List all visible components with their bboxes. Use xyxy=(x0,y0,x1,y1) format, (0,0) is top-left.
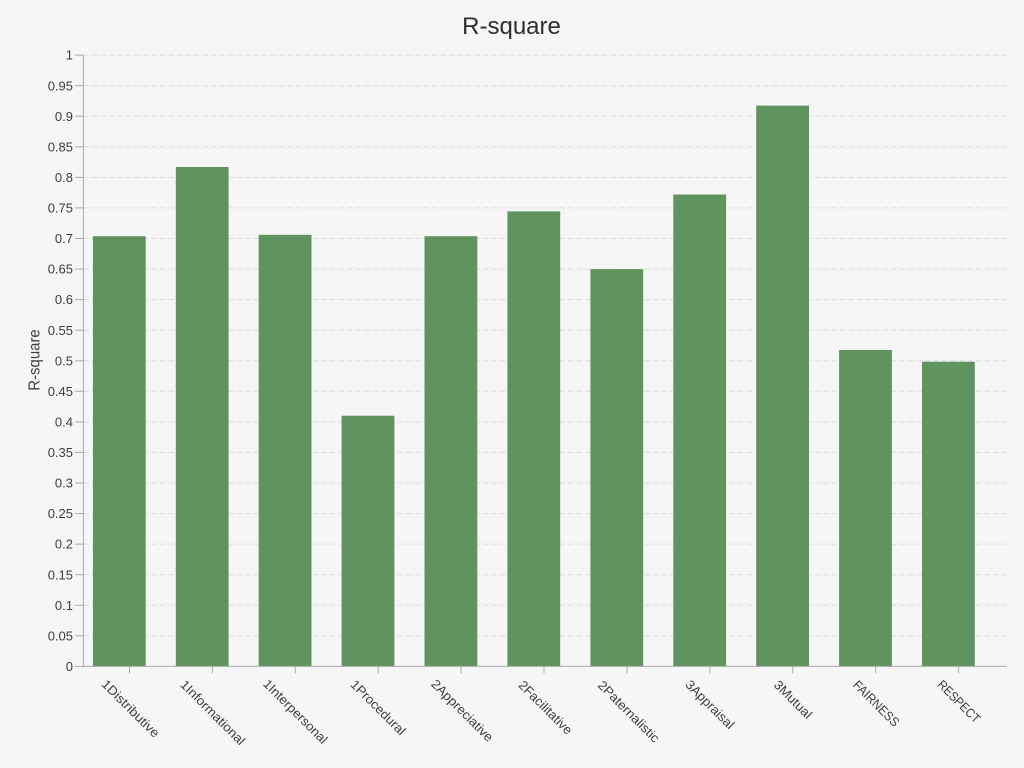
svg-text:0.5: 0.5 xyxy=(55,353,73,368)
svg-text:0.4: 0.4 xyxy=(55,415,73,430)
svg-text:0.35: 0.35 xyxy=(48,445,73,460)
svg-text:0.7: 0.7 xyxy=(55,231,73,246)
svg-text:0.75: 0.75 xyxy=(48,201,73,216)
svg-text:1: 1 xyxy=(66,48,73,63)
svg-text:R-square: R-square xyxy=(462,13,561,40)
svg-text:0.05: 0.05 xyxy=(48,628,73,643)
svg-text:0.3: 0.3 xyxy=(55,476,73,491)
svg-text:0.95: 0.95 xyxy=(48,78,73,93)
svg-text:0.25: 0.25 xyxy=(48,506,73,521)
svg-text:0.1: 0.1 xyxy=(55,598,73,613)
svg-text:0.65: 0.65 xyxy=(48,262,73,277)
svg-text:0.9: 0.9 xyxy=(55,109,73,124)
svg-text:0.45: 0.45 xyxy=(48,384,73,399)
svg-text:0.85: 0.85 xyxy=(48,139,73,154)
svg-text:0: 0 xyxy=(66,659,73,674)
svg-text:0.2: 0.2 xyxy=(55,537,73,552)
svg-text:0.55: 0.55 xyxy=(48,323,73,338)
svg-text:0.6: 0.6 xyxy=(55,292,73,307)
svg-text:0.15: 0.15 xyxy=(48,567,73,582)
svg-text:0.8: 0.8 xyxy=(55,170,73,185)
svg-text:R-square: R-square xyxy=(26,329,43,391)
